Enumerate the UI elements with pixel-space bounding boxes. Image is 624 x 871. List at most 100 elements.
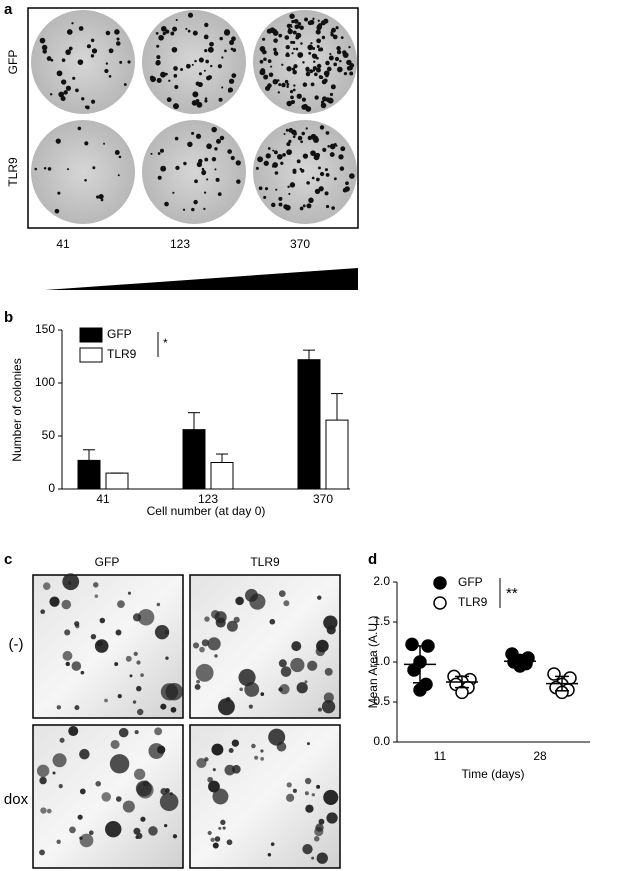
bar: [210, 462, 234, 490]
colony: [115, 796, 122, 802]
colony: [133, 768, 146, 780]
colony: [305, 127, 308, 130]
colony: [84, 141, 89, 146]
colony: [293, 19, 299, 24]
colony: [117, 693, 122, 699]
colony: [292, 170, 297, 174]
colony: [60, 96, 66, 102]
colony: [64, 629, 71, 636]
colony: [259, 69, 266, 76]
colony: [136, 660, 141, 665]
data-point: [407, 663, 421, 677]
colony: [326, 812, 338, 824]
legend-label: TLR9: [107, 347, 137, 361]
colony: [168, 79, 171, 82]
colony: [335, 26, 339, 30]
colony: [293, 47, 296, 51]
colony: [81, 97, 85, 101]
colony: [274, 171, 279, 175]
colony: [236, 179, 241, 184]
colony: [164, 201, 169, 207]
colony: [317, 595, 322, 600]
colony: [103, 142, 106, 145]
colony: [321, 35, 326, 40]
colony: [287, 185, 290, 189]
colony: [109, 754, 130, 774]
colony: [77, 59, 84, 66]
colony: [263, 195, 267, 199]
colony: [114, 29, 120, 35]
colony: [330, 31, 333, 34]
colony: [192, 642, 200, 649]
colony: [313, 154, 320, 161]
colony: [71, 661, 82, 671]
colony: [296, 159, 301, 164]
colony: [272, 149, 275, 152]
colony: [329, 92, 334, 97]
y-tick-label: 0: [48, 481, 55, 495]
colony: [67, 581, 72, 585]
colony: [321, 699, 336, 714]
colony: [210, 64, 213, 68]
colony: [263, 57, 267, 62]
colony: [137, 608, 155, 626]
panel-label: b: [4, 309, 13, 326]
colony: [310, 42, 313, 45]
colony: [314, 72, 318, 77]
colony: [332, 28, 336, 32]
colony: [170, 31, 175, 36]
colony: [283, 132, 286, 135]
colony: [235, 160, 241, 166]
colony: [290, 40, 294, 44]
y-tick-label: 1.0: [373, 654, 390, 668]
colony: [203, 191, 207, 194]
colony: [207, 830, 212, 836]
colony: [316, 177, 320, 182]
colony: [329, 52, 332, 56]
colony: [311, 793, 315, 797]
colony: [222, 826, 226, 830]
colony: [221, 56, 224, 59]
colony: [285, 128, 289, 132]
colony: [285, 53, 290, 57]
colony: [62, 650, 73, 661]
colony: [312, 66, 317, 71]
colony: [231, 73, 237, 79]
colony: [263, 160, 269, 166]
x-axis-label: Cell number (at day 0): [147, 504, 266, 518]
colony: [281, 63, 284, 66]
colony: [263, 74, 269, 80]
colony: [224, 49, 227, 53]
colony: [157, 745, 166, 754]
colony: [325, 73, 329, 78]
colony: [203, 207, 206, 211]
colony: [312, 17, 315, 20]
colony: [292, 30, 297, 35]
colony: [315, 646, 326, 657]
colony: [172, 834, 178, 839]
colony: [286, 85, 289, 89]
colony: [164, 823, 168, 828]
colony: [194, 684, 201, 690]
legend-swatch: [79, 347, 103, 363]
colony: [304, 777, 312, 785]
colony: [183, 161, 187, 166]
colony: [293, 64, 298, 69]
colony: [46, 808, 52, 814]
colony: [211, 126, 217, 133]
colony: [117, 600, 125, 609]
colony: [340, 146, 346, 152]
colony: [157, 152, 161, 155]
colony: [327, 97, 334, 104]
colony: [239, 687, 243, 692]
colony: [304, 680, 308, 684]
colony: [140, 816, 146, 822]
colony: [282, 152, 286, 157]
colony: [207, 637, 221, 651]
colony: [201, 167, 205, 171]
colony: [185, 27, 188, 31]
colony: [325, 204, 330, 209]
colony: [68, 726, 79, 737]
colony: [310, 133, 317, 140]
colony: [149, 75, 155, 80]
